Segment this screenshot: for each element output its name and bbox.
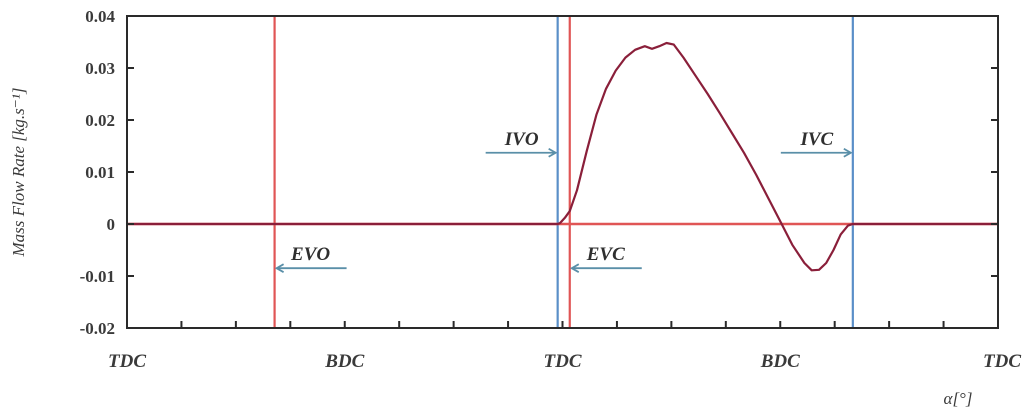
y-tick-label: 0.03 (85, 59, 115, 78)
y-tick-label: 0.04 (85, 7, 115, 26)
x-category-label: BDC (760, 351, 800, 372)
event-lines (273, 16, 854, 328)
x-category-label: TDC (983, 351, 1021, 372)
y-tick-label: 0.01 (85, 163, 115, 182)
annotation-label: IVC (799, 129, 833, 150)
y-tick-label: 0.02 (85, 111, 115, 130)
x-axis-label: α[°] (944, 389, 973, 408)
y-tick-label: -0.01 (80, 267, 115, 286)
x-category-label: TDC (108, 351, 146, 372)
y-tick-label: -0.02 (80, 319, 115, 338)
annotation-label: EVC (586, 244, 625, 265)
x-category-label: TDC (544, 351, 582, 372)
annotation-arrow-head (548, 147, 558, 158)
annotation-evc: EVC (569, 244, 642, 273)
annotation-label: EVO (290, 244, 330, 265)
annotation-evo: EVO (274, 244, 347, 273)
annotation-arrow-head (569, 263, 580, 273)
annotation-label: IVO (504, 129, 539, 150)
y-tick-label: 0 (107, 215, 116, 234)
series-group (127, 41, 998, 272)
plot-frame (126, 15, 999, 329)
annotation-ivo: IVO (485, 129, 558, 158)
x-category-label: BDC (324, 351, 364, 372)
annotation-arrow-head (843, 147, 853, 158)
series-line-0 (127, 41, 998, 272)
annotation-arrow-head (274, 263, 285, 273)
x-ticks: TDC BDC TDC BDC TDC (108, 321, 1021, 372)
annotations: EVO IVO EVC IVC (274, 129, 853, 273)
y-ticks: 0.04 0.03 0.02 0.01 0 -0.01 -0.02 (80, 7, 998, 338)
y-axis-label: Mass Flow Rate [kg.s⁻¹] (9, 88, 28, 258)
annotation-ivc: IVC (780, 129, 853, 158)
